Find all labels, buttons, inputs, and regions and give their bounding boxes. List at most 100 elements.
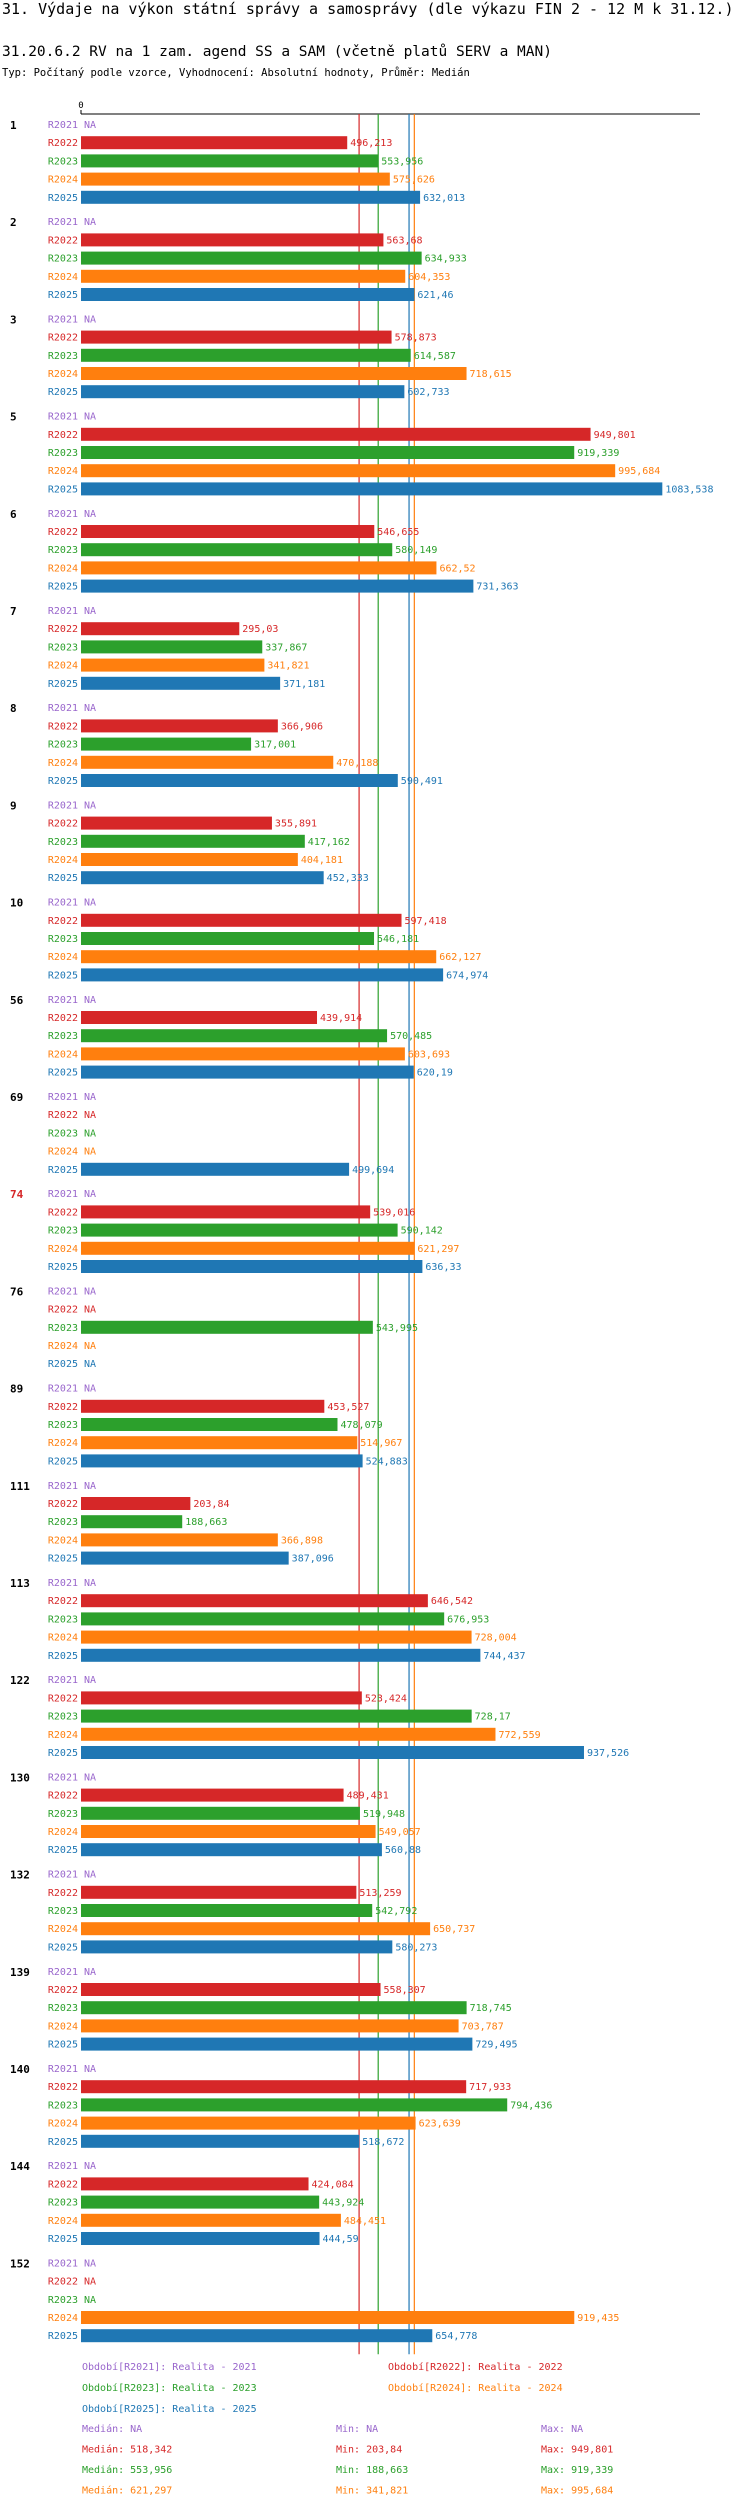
series-label-r2025: R2025 [48, 582, 78, 593]
bar-value-label: 995,684 [618, 466, 660, 477]
na-label: NA [84, 1481, 96, 1492]
series-label-r2023: R2023 [48, 254, 78, 265]
legend-item-r2025: Období[R2025]: Realita - 2025 [82, 2403, 257, 2415]
bar-111-r2023 [81, 1515, 183, 1529]
series-label-r2023: R2023 [48, 2295, 78, 2306]
legend-item-r2021: Období[R2021]: Realita - 2021 [82, 2361, 257, 2373]
bar-value-label: 371,181 [283, 679, 325, 690]
bar-140-r2022 [81, 2080, 467, 2094]
group-label-144: 144 [10, 2160, 30, 2173]
series-label-r2025: R2025 [48, 1845, 78, 1856]
bar-6-r2023 [81, 543, 393, 557]
bar-value-label: 949,801 [594, 430, 636, 441]
series-label-r2021: R2021 [48, 1870, 78, 1881]
bar-value-label: 546,181 [377, 934, 419, 945]
bar-value-label: 674,974 [446, 970, 488, 981]
group-label-56: 56 [10, 994, 24, 1007]
na-label: NA [84, 314, 96, 325]
na-label: NA [84, 1675, 96, 1686]
bar-2-r2025 [81, 288, 415, 301]
series-label-r2022: R2022 [48, 1791, 78, 1802]
bar-value-label: 355,891 [275, 819, 317, 830]
bar-139-r2022 [81, 1983, 381, 1996]
bar-value-label: 602,733 [407, 387, 449, 398]
bar-value-label: 424,084 [312, 2179, 354, 2190]
bar-value-label: 542,792 [375, 1906, 417, 1917]
series-label-r2023: R2023 [48, 1906, 78, 1917]
series-label-r2023: R2023 [48, 1420, 78, 1431]
series-label-r2024: R2024 [48, 758, 78, 769]
bar-89-r2022 [81, 1399, 325, 1413]
bar-56-r2022 [81, 1011, 318, 1024]
bar-140-r2024 [81, 2116, 416, 2130]
bar-value-label: 578,873 [395, 333, 437, 344]
bar-value-label: 366,898 [281, 1535, 323, 1546]
legend-item-r2024: Období[R2024]: Realita - 2024 [388, 2382, 563, 2394]
bar-value-label: 543,995 [376, 1323, 418, 1334]
bar-89-r2024 [81, 1436, 358, 1450]
group-label-76: 76 [10, 1285, 24, 1298]
bar-value-label: 634,933 [425, 254, 467, 265]
series-label-r2023: R2023 [48, 1031, 78, 1042]
bar-value-label: 523,424 [365, 1693, 407, 1704]
bar-value-label: 549,057 [379, 1827, 421, 1838]
series-label-r2022: R2022 [48, 721, 78, 732]
bar-132-r2023 [81, 1904, 373, 1917]
series-label-r2025: R2025 [48, 193, 78, 204]
series-label-r2021: R2021 [48, 509, 78, 520]
series-label-r2021: R2021 [48, 606, 78, 617]
na-label: NA [84, 1092, 96, 1103]
bar-8-r2024 [81, 755, 334, 769]
bar-9-r2023 [81, 834, 305, 848]
bar-130-r2022 [81, 1788, 344, 1802]
bar-10-r2024 [81, 950, 437, 964]
bar-2-r2023 [81, 251, 422, 265]
series-label-r2022: R2022 [48, 819, 78, 830]
bar-value-label: 621,297 [417, 1244, 459, 1255]
series-label-r2025: R2025 [48, 1554, 78, 1565]
series-label-r2021: R2021 [48, 120, 78, 131]
bar-111-r2025 [81, 1551, 289, 1565]
bar-value-label: 590,142 [401, 1226, 443, 1237]
na-label: NA [84, 898, 96, 909]
na-label: NA [84, 1110, 96, 1121]
bar-value-label: 650,737 [433, 1924, 475, 1935]
bar-value-label: 188,663 [185, 1517, 227, 1528]
series-label-r2022: R2022 [48, 2082, 78, 2093]
series-label-r2022: R2022 [48, 1888, 78, 1899]
bar-152-r2025 [81, 2329, 433, 2343]
bar-3-r2025 [81, 385, 405, 399]
group-label-10: 10 [10, 897, 23, 910]
series-label-r2022: R2022 [48, 2277, 78, 2288]
na-label: NA [84, 412, 96, 423]
bar-value-label: 203,84 [193, 1499, 229, 1510]
na-label: NA [84, 2161, 96, 2172]
bar-value-label: 718,745 [470, 2003, 512, 2014]
series-label-r2021: R2021 [48, 1772, 78, 1783]
na-label: NA [84, 1359, 96, 1370]
series-label-r2024: R2024 [48, 2021, 78, 2032]
bar-value-label: 919,435 [577, 2313, 619, 2324]
bar-7-r2025 [81, 676, 281, 690]
series-label-r2022: R2022 [48, 1305, 78, 1316]
series-label-r2021: R2021 [48, 217, 78, 228]
group-label-69: 69 [10, 1091, 23, 1104]
stat-median-r2021: Medián: NA [82, 2423, 142, 2435]
bar-1-r2024 [81, 172, 390, 186]
bar-74-r2025 [81, 1260, 423, 1273]
series-label-r2021: R2021 [48, 1967, 78, 1978]
bar-3-r2024 [81, 367, 467, 380]
bar-value-label: 636,33 [425, 1262, 461, 1273]
na-label: NA [84, 1305, 96, 1316]
series-label-r2021: R2021 [48, 898, 78, 909]
stat-max-r2023: Max: 919,339 [541, 2465, 613, 2476]
bar-value-label: 728,004 [475, 1633, 517, 1644]
series-label-r2025: R2025 [48, 2137, 78, 2148]
bar-value-label: 496,213 [350, 138, 392, 149]
bar-value-label: 794,436 [510, 2100, 552, 2111]
series-label-r2025: R2025 [48, 1942, 78, 1953]
bar-value-label: 717,933 [469, 2082, 511, 2093]
bar-value-label: 558,307 [384, 1985, 426, 1996]
bar-122-r2022 [81, 1691, 362, 1705]
na-label: NA [84, 1967, 96, 1978]
